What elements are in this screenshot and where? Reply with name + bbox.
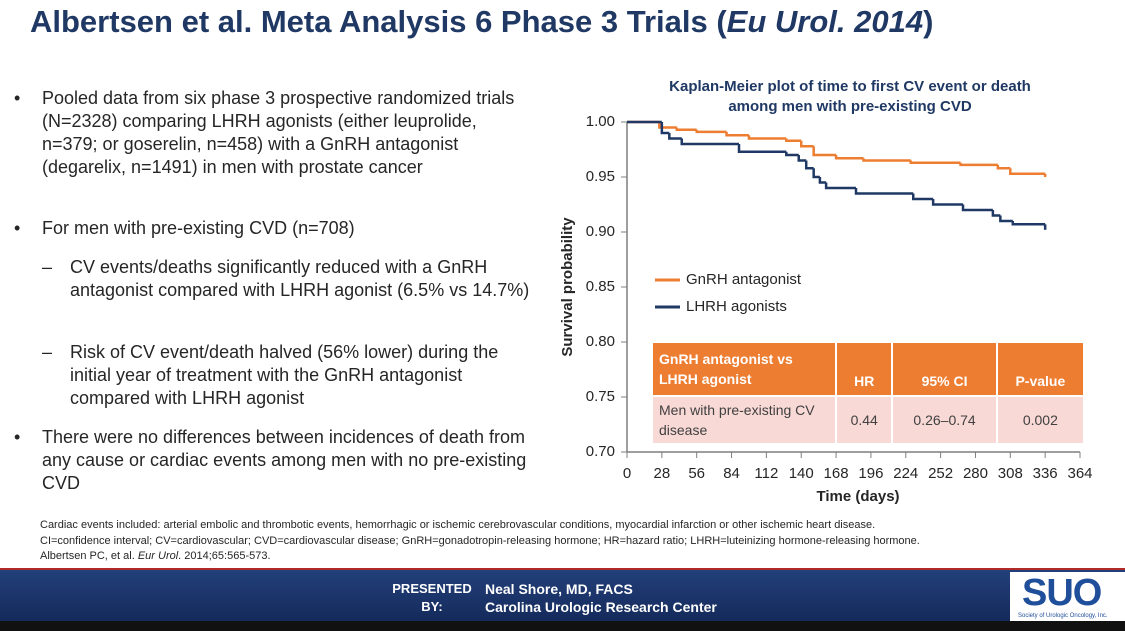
x-tick-label: 140: [789, 465, 814, 482]
km-step: [680, 138, 740, 146]
x-tick-label: 364: [1067, 465, 1092, 482]
y-axis-title: Survival probability: [559, 217, 576, 357]
km-step: [785, 138, 802, 142]
x-tick-label: 308: [998, 465, 1023, 482]
x-tick-label: 224: [893, 465, 918, 482]
institution: Carolina Urologic Research Center: [485, 599, 717, 615]
km-step: [797, 155, 807, 162]
table-header: HR: [836, 343, 894, 396]
km-step: [812, 168, 820, 179]
bullet: Pooled data from six phase 3 prospective…: [14, 87, 522, 179]
km-step: [996, 164, 1011, 170]
y-tick-label: 0.75: [586, 388, 615, 405]
km-step: [818, 177, 827, 184]
x-tick-label: 168: [824, 465, 849, 482]
km-step: [747, 135, 787, 140]
km-step: [695, 129, 727, 134]
ref-text: Albertsen PC, et al.: [40, 550, 138, 562]
km-step: [668, 133, 682, 140]
km-step: [931, 199, 964, 206]
table-header: P-value: [996, 343, 1086, 396]
km-step: [824, 182, 856, 190]
footnote: CI=confidence interval; CV=cardiovascula…: [40, 535, 920, 547]
km-step: [675, 127, 697, 131]
x-tick-label: 280: [963, 465, 988, 482]
y-tick-label: 0.95: [586, 168, 615, 185]
y-tick-label: 0.85: [586, 278, 615, 295]
logo-caption: Society of Urologic Oncology, Inc.: [1018, 613, 1108, 619]
x-tick-label: 0: [623, 465, 631, 482]
legend-label: LHRH agonists: [686, 298, 787, 315]
km-step: [1011, 221, 1046, 226]
table-cell: 0.26–0.74: [892, 395, 998, 443]
km-step: [804, 160, 814, 170]
ref-text: . 2014;65:565-573.: [178, 550, 271, 562]
presenter: Neal Shore, MD, FACS: [485, 581, 633, 597]
title-citation: Eu Urol. 2014: [726, 4, 924, 39]
ref-journal: Eur Urol: [137, 550, 179, 562]
km-step: [1009, 168, 1046, 175]
logo-text: SUO: [1022, 572, 1102, 614]
km-step: [991, 210, 1001, 217]
km-step: [785, 151, 799, 157]
km-step: [999, 215, 1013, 223]
km-step: [725, 131, 749, 137]
x-tick-label: 252: [928, 465, 953, 482]
x-tick-label: 84: [723, 465, 740, 482]
logo: SUO Society of Urologic Oncology, Inc.: [1010, 572, 1125, 623]
sub-bullet: Risk of CV event/death halved (56% lower…: [42, 341, 520, 410]
x-axis-title: Time (days): [816, 488, 899, 505]
table-header: GnRH antagonist vs LHRH agonist: [653, 343, 837, 396]
y-tick-label: 1.00: [586, 113, 615, 130]
x-tick-label: 28: [654, 465, 671, 482]
km-step: [658, 122, 677, 129]
y-tick-label: 0.90: [586, 223, 615, 240]
bullet: For men with pre-existing CVD (n=708): [14, 217, 522, 240]
footer: PRESENTED BY: Neal Shore, MD, FACS Carol…: [0, 568, 1125, 623]
x-tick-label: 196: [858, 465, 883, 482]
km-step: [737, 144, 787, 153]
km-step: [909, 160, 961, 164]
title-text: Albertsen et al. Meta Analysis 6 Phase 3…: [30, 4, 727, 39]
bullet: There were no differences between incide…: [14, 426, 537, 495]
km-step: [812, 146, 837, 157]
y-tick-label: 0.70: [586, 443, 615, 460]
km-step: [862, 158, 911, 162]
km-step: [959, 162, 998, 167]
km-step: [854, 188, 914, 195]
y-tick-label: 0.80: [586, 333, 615, 350]
table-cell: Men with pre-existing CV disease: [653, 395, 837, 443]
chart: Survival probability Time (days) 0.70 0.7…: [559, 113, 1093, 505]
table-cell: 0.44: [836, 395, 894, 443]
presented-label: PRESENTED BY:: [392, 581, 472, 614]
x-tick-label: 336: [1033, 465, 1058, 482]
km-step: [834, 155, 864, 160]
sub-bullet: CV events/deaths significantly reduced w…: [42, 256, 530, 302]
km-step: [799, 140, 814, 148]
chart-title: Kaplan-Meier plot of time to first CV ev…: [669, 78, 1031, 115]
slide-title: Albertsen et al. Meta Analysis 6 Phase 3…: [30, 4, 933, 40]
km-step: [911, 193, 934, 201]
title-text: ): [923, 4, 934, 39]
x-tick-label: 56: [688, 465, 705, 482]
footnote: Cardiac events included: arterial emboli…: [40, 519, 876, 531]
legend-label: GnRH antagonist: [686, 271, 802, 288]
table-cell: 0.002: [996, 395, 1086, 443]
hr-table: GnRH antagonist vs LHRH agonist HR 95% CI P…: [653, 343, 1086, 443]
km-step: [961, 204, 993, 212]
reference: Albertsen PC, et al. Eur Urol. 2014;65:5…: [40, 550, 271, 562]
bottom-bar: [0, 621, 1125, 631]
table-header: 95% CI: [892, 343, 998, 396]
km-step: [660, 122, 670, 135]
x-tick-label: 112: [754, 465, 778, 482]
